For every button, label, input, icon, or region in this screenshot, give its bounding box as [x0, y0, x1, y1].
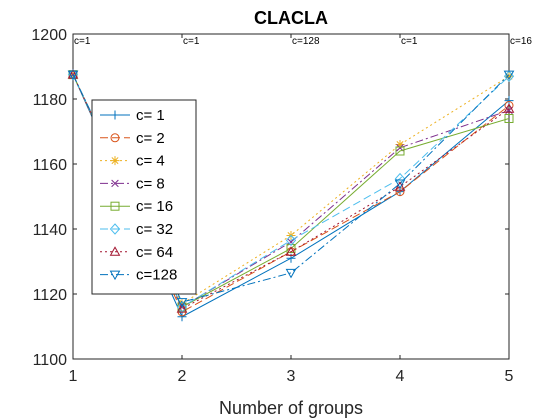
- plot-area: 1 2 3 4 5 1100 1120 1140 1160 1180 1200 c=1 c=1 c=128…: [31, 27, 532, 385]
- x-tick-label: 1: [69, 368, 78, 385]
- series-line: [72, 74, 510, 310]
- data-point: [67, 70, 79, 81]
- legend-entry: c= 1: [100, 107, 165, 124]
- data-point: [176, 303, 188, 313]
- legend-label: c= 4: [136, 153, 165, 170]
- y-tick-label: 1180: [33, 92, 68, 109]
- top-annotation: c=1: [74, 36, 91, 47]
- legend-label: c= 64: [136, 244, 173, 261]
- data-point: [177, 312, 187, 322]
- data-point: [394, 181, 406, 191]
- y-tick-label: 1100: [33, 352, 68, 369]
- legend: c= 1 c= 2 c= 4 c= 8 c= 16 c= 32 c= 64 c=128: [91, 99, 197, 295]
- data-point: [394, 179, 406, 190]
- top-annotation: c=16: [510, 36, 532, 47]
- x-axis-label: Number of groups: [219, 398, 363, 418]
- y-tick-label: 1120: [33, 287, 68, 304]
- series-8: [67, 70, 515, 308]
- top-annotation: c=1: [401, 36, 418, 47]
- chart-title: CLACLA: [254, 8, 328, 28]
- legend-entry: c= 32: [100, 221, 173, 238]
- y-tick-label: 1140: [33, 222, 68, 239]
- legend-marker: [111, 179, 119, 188]
- legend-marker: [110, 110, 120, 120]
- legend-entry: c= 8: [100, 175, 165, 192]
- data-point: [395, 140, 405, 149]
- legend-entry: c= 64: [100, 244, 173, 261]
- x-tick-label: 2: [178, 368, 187, 385]
- x-tick-label: 4: [396, 368, 405, 385]
- legend-label: c= 32: [136, 221, 173, 238]
- legend-marker: [109, 270, 121, 281]
- legend-box: [91, 99, 197, 295]
- legend-entry: c= 16: [100, 198, 173, 215]
- y-tick-label: 1160: [33, 157, 68, 174]
- legend-label: c= 8: [136, 175, 165, 192]
- data-point: [503, 103, 515, 113]
- y-tick-label: 1200: [31, 27, 67, 44]
- data-point: [285, 268, 297, 279]
- data-point: [176, 298, 188, 308]
- data-point: [395, 146, 405, 156]
- data-point: [504, 101, 514, 110]
- legend-entry: c= 4: [100, 153, 165, 170]
- legend-entry: c=128: [100, 267, 177, 284]
- data-point: [285, 246, 297, 256]
- legend-label: c= 1: [136, 107, 165, 124]
- legend-marker: [109, 223, 121, 235]
- data-point: [504, 114, 514, 123]
- x-tick-label: 5: [505, 368, 514, 385]
- legend-marker: [110, 133, 120, 143]
- legend-entry: c= 2: [100, 130, 165, 147]
- top-annotation: c=1: [183, 36, 200, 47]
- legend-label: c=128: [136, 267, 177, 284]
- legend-label: c= 2: [136, 130, 165, 147]
- data-point: [286, 244, 296, 253]
- legend-marker: [110, 201, 120, 211]
- legend-label: c= 16: [136, 198, 173, 215]
- legend-marker: [109, 246, 121, 256]
- data-point: [285, 234, 297, 247]
- data-point: [503, 70, 515, 81]
- data-point: [394, 172, 406, 185]
- legend-marker: [110, 156, 120, 166]
- top-annotation: c=128: [292, 36, 320, 47]
- data-point: [504, 71, 514, 81]
- x-tick-label: 3: [287, 368, 296, 385]
